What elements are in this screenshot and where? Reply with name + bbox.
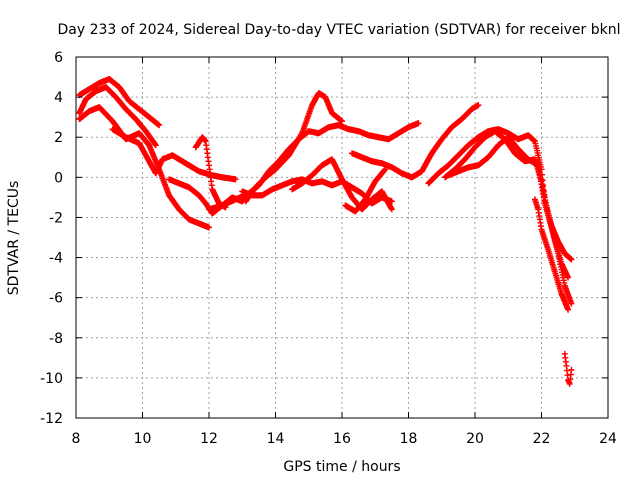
x-tick-label: 12 — [200, 431, 218, 447]
series-track-d — [109, 126, 239, 183]
y-tick-label: -12 — [40, 411, 63, 427]
y-tick-label: -2 — [49, 210, 63, 226]
y-axis-label: SDTVAR / TECUs — [6, 181, 22, 296]
x-tick-label: 8 — [72, 431, 81, 447]
data-point — [156, 122, 163, 129]
chart-title: Day 233 of 2024, Sidereal Day-to-day VTE… — [58, 22, 621, 38]
series-track-j — [289, 156, 395, 213]
series-track-q — [561, 350, 575, 387]
y-tick-label: -10 — [40, 371, 63, 387]
series-track-b — [76, 76, 163, 129]
y-tick-label: 4 — [54, 90, 63, 106]
data-point — [415, 120, 422, 127]
data-points — [76, 76, 575, 387]
grid — [76, 57, 608, 418]
x-tick-label: 20 — [466, 431, 484, 447]
x-tick-label: 22 — [533, 431, 551, 447]
x-tick-label: 16 — [333, 431, 351, 447]
series-track-a — [76, 84, 159, 149]
data-point — [152, 142, 159, 149]
data-point — [568, 256, 575, 263]
y-tick-label: -4 — [49, 251, 63, 267]
series-track-k — [348, 102, 482, 181]
x-axis-label: GPS time / hours — [283, 459, 400, 475]
data-point — [232, 176, 239, 183]
data-point — [382, 166, 389, 173]
data-point — [206, 224, 212, 231]
data-point — [565, 306, 572, 313]
x-tick-label: 24 — [599, 431, 617, 447]
x-tick-label: 18 — [400, 431, 418, 447]
y-tick-label: -8 — [49, 331, 63, 347]
series-track-o — [445, 134, 575, 307]
data-point — [339, 118, 345, 125]
series-track-f — [192, 134, 229, 211]
series-track-p — [531, 196, 572, 313]
y-tick-label: 0 — [54, 170, 63, 186]
y-tick-label: 2 — [54, 130, 63, 146]
x-tick-label: 14 — [267, 431, 285, 447]
x-tick-label: 10 — [134, 431, 152, 447]
y-tick-label: 6 — [54, 50, 63, 66]
series-track-l — [342, 166, 389, 215]
data-point — [568, 366, 575, 373]
data-point — [475, 102, 482, 109]
data-point — [568, 300, 575, 307]
data-point — [388, 206, 395, 213]
y-tick-label: -6 — [49, 291, 63, 307]
